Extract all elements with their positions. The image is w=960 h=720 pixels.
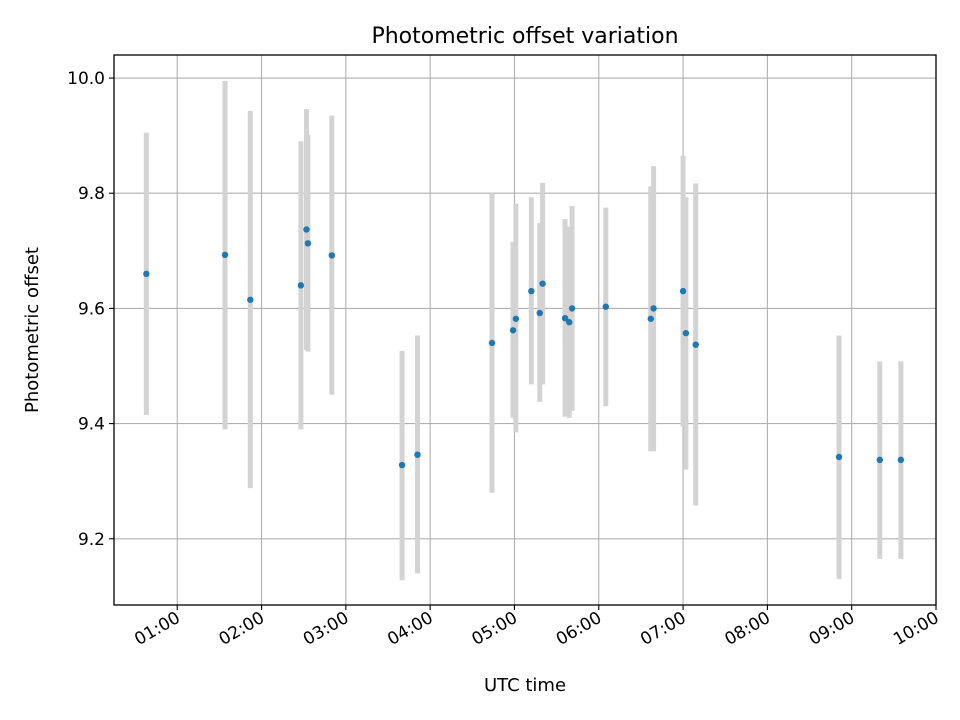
data-point [414,451,421,458]
y-tick-label: 9.4 [78,415,105,435]
data-point [682,329,690,337]
data-point [247,296,254,303]
data-point [528,287,535,295]
chart-title: Photometric offset variation [371,24,678,49]
data-point [561,314,569,322]
data-point [398,461,406,469]
data-point [509,327,517,334]
data-point [297,282,305,289]
data-point [647,315,654,322]
data-point [650,305,657,312]
data-point [679,287,687,295]
data-point [221,251,229,259]
data-point [328,252,335,259]
x-axis-title: UTC time [484,675,566,696]
data-point [897,456,905,464]
data-point [602,303,609,310]
y-tick-label: 9.2 [78,530,105,550]
plot-frame [113,54,937,606]
y-axis-title: Photometric offset [22,247,43,413]
data-point [539,280,546,287]
data-point [303,226,310,233]
data-point [566,319,573,326]
data-point [512,315,520,322]
data-point [876,456,883,464]
data-point [143,270,150,278]
y-tick-label: 9.8 [78,184,105,204]
data-point [568,305,576,312]
data-point [692,341,699,348]
point-layer [143,226,905,469]
y-tick-label: 9.6 [78,299,105,319]
y-tick-label: 10.0 [67,69,105,89]
data-point [488,339,496,347]
data-point [304,240,312,247]
data-point [536,309,543,317]
data-point [835,453,843,461]
